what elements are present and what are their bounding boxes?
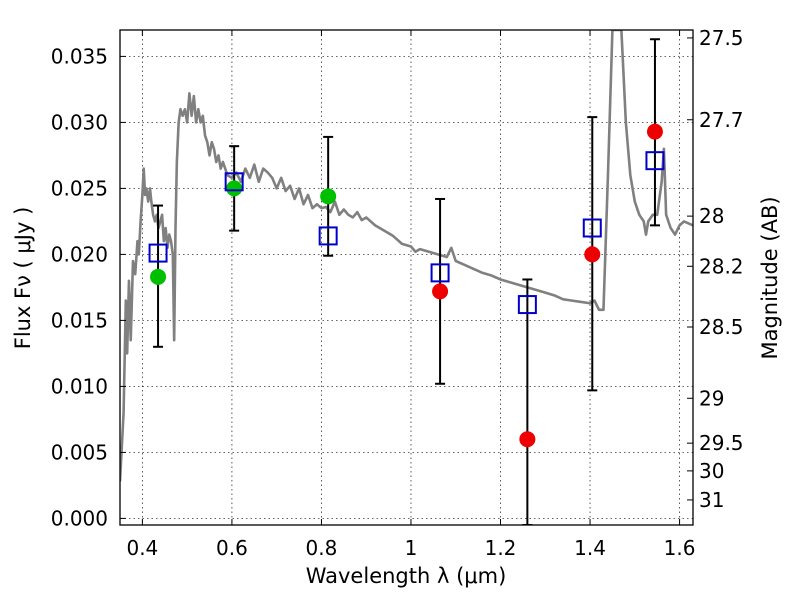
y2-tick-label: 29 xyxy=(699,386,724,410)
y-tick-labels: 0.000 0.005 0.010 0.015 0.020 0.025 0.030 0.035 xyxy=(51,44,108,530)
y2-tick-label: 28.2 xyxy=(699,254,744,278)
y-tick-label: 0.020 xyxy=(51,242,108,266)
red-data-point xyxy=(519,431,536,448)
x-tick-label: 1.2 xyxy=(485,536,517,560)
grid xyxy=(120,30,693,525)
x-tick-label: 0.6 xyxy=(216,536,248,560)
x-tick-label: 0.8 xyxy=(306,536,338,560)
model-square-marker xyxy=(645,151,665,171)
y-tick-label: 0.015 xyxy=(51,308,108,332)
y2-tick-label: 27.7 xyxy=(699,108,744,132)
model-square-marker xyxy=(430,263,450,283)
model-square-marker xyxy=(517,295,537,315)
y2-axis-label: Magnitude (AB) xyxy=(758,196,782,359)
y-tick-label: 0.030 xyxy=(51,110,108,134)
x-axis-label: Wavelength λ (μm) xyxy=(306,564,507,588)
green-data-point xyxy=(320,188,337,205)
y-tick-label: 0.000 xyxy=(51,506,108,530)
x-tick-labels: 0.4 0.6 0.8 1 1.2 1.4 1.6 xyxy=(126,536,695,560)
y2-tick-label: 27.5 xyxy=(699,26,744,50)
x-tick-label: 0.4 xyxy=(126,536,158,560)
marker-layer xyxy=(148,123,665,448)
spectrum-line xyxy=(120,30,693,482)
plot-frame xyxy=(119,29,694,526)
model-square-marker xyxy=(224,172,244,192)
y2-tick-label: 28 xyxy=(699,204,724,228)
red-data-point xyxy=(646,123,663,140)
spectrum-layer xyxy=(120,30,693,482)
x-tick-label: 1 xyxy=(405,536,418,560)
model-square-marker xyxy=(318,226,338,246)
x-tick-label: 1.6 xyxy=(664,536,696,560)
plot-background xyxy=(120,30,693,525)
x-tick-label: 1.4 xyxy=(574,536,606,560)
y2-tick-label: 30 xyxy=(699,459,724,483)
red-data-point xyxy=(432,283,449,300)
y2-tick-labels: 27.5 27.7 28 28.2 28.5 29 29.5 30 31 xyxy=(699,26,744,512)
model-square-marker xyxy=(148,243,168,263)
y-tick-label: 0.005 xyxy=(51,440,108,464)
y2-tick-label: 31 xyxy=(699,488,724,512)
model-square-marker xyxy=(582,218,602,238)
red-data-point xyxy=(584,246,601,263)
y-axis-label: Flux Fν ( μJy ) xyxy=(11,207,35,350)
green-data-point xyxy=(150,268,167,285)
green-data-point xyxy=(226,180,243,197)
ticks xyxy=(120,30,693,525)
y-tick-label: 0.035 xyxy=(51,44,108,68)
y2-tick-label: 28.5 xyxy=(699,315,744,339)
y2-tick-label: 29.5 xyxy=(699,431,744,455)
y-tick-label: 0.010 xyxy=(51,374,108,398)
y-tick-label: 0.025 xyxy=(51,176,108,200)
